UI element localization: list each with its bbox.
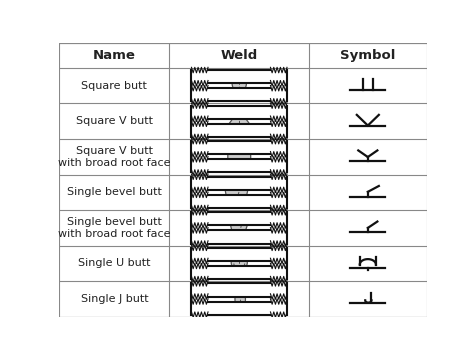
- Bar: [191, 248, 287, 261]
- Text: Weld: Weld: [220, 49, 258, 62]
- Bar: [191, 212, 287, 225]
- Polygon shape: [228, 145, 251, 169]
- Text: Square butt: Square butt: [82, 81, 147, 91]
- Text: Symbol: Symbol: [340, 49, 395, 62]
- Bar: [191, 177, 287, 190]
- Bar: [191, 141, 287, 155]
- Polygon shape: [225, 180, 249, 205]
- Bar: [191, 302, 287, 315]
- Text: Square V butt: Square V butt: [76, 116, 153, 126]
- Polygon shape: [231, 218, 248, 238]
- Ellipse shape: [232, 72, 246, 94]
- Bar: [191, 106, 287, 119]
- Text: Single J butt: Single J butt: [81, 294, 148, 304]
- Ellipse shape: [235, 290, 246, 308]
- Text: Single bevel butt
with broad root face: Single bevel butt with broad root face: [58, 217, 171, 239]
- Bar: [191, 283, 287, 297]
- Text: Single U butt: Single U butt: [78, 258, 151, 268]
- Bar: [191, 124, 287, 137]
- Text: Single bevel butt: Single bevel butt: [67, 187, 162, 197]
- Bar: [191, 70, 287, 83]
- Ellipse shape: [231, 250, 247, 273]
- Bar: [191, 88, 287, 101]
- Bar: [191, 159, 287, 172]
- Bar: [191, 195, 287, 208]
- Polygon shape: [229, 110, 250, 133]
- Text: Name: Name: [93, 49, 136, 62]
- Bar: [191, 230, 287, 244]
- Text: Square V butt
with broad root face: Square V butt with broad root face: [58, 146, 171, 168]
- Bar: [191, 266, 287, 279]
